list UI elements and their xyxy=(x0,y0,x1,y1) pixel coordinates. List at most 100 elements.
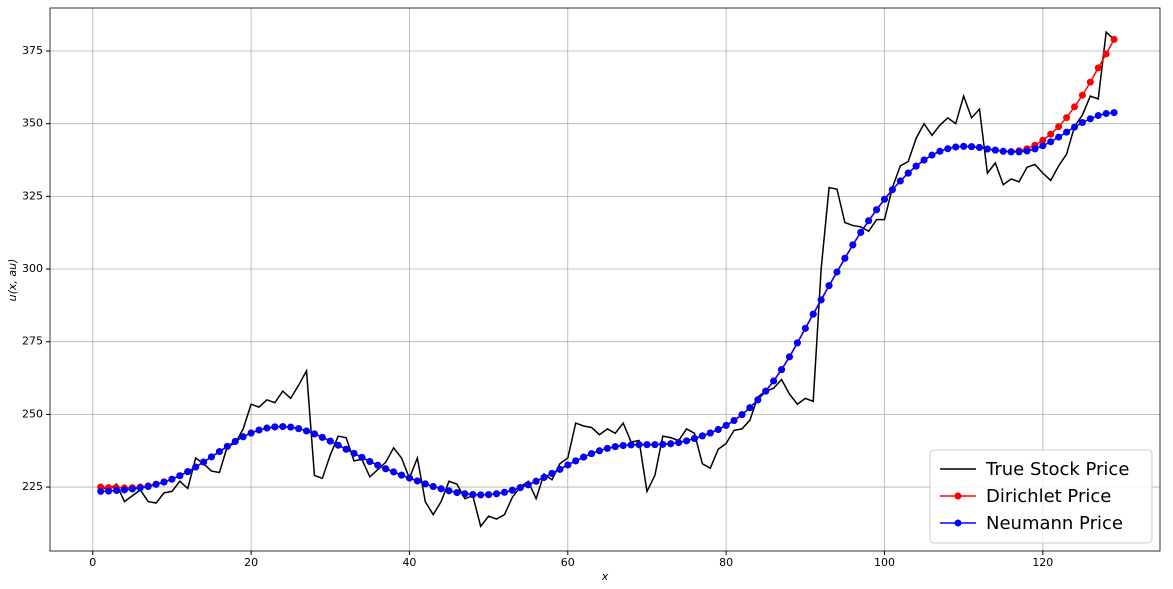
marker xyxy=(271,423,279,431)
marker xyxy=(912,162,920,170)
plot-area xyxy=(97,30,1118,528)
marker xyxy=(888,186,896,194)
marker xyxy=(358,453,366,461)
marker xyxy=(746,404,754,412)
marker xyxy=(730,416,738,424)
marker xyxy=(524,481,532,489)
marker xyxy=(97,487,105,495)
marker xyxy=(683,437,691,445)
x-tick-label: 0 xyxy=(89,556,96,569)
marker xyxy=(287,423,295,431)
marker xyxy=(667,440,675,448)
marker xyxy=(176,472,184,480)
marker xyxy=(437,485,445,493)
marker xyxy=(184,468,192,476)
marker xyxy=(208,453,216,461)
marker xyxy=(1063,128,1071,136)
marker xyxy=(880,195,888,203)
marker xyxy=(1031,145,1039,153)
marker xyxy=(659,440,667,448)
marker xyxy=(223,442,231,450)
marker xyxy=(350,449,358,457)
marker xyxy=(983,145,991,153)
marker xyxy=(152,480,160,488)
marker xyxy=(572,457,580,465)
y-axis-label: u(x, au) xyxy=(6,259,19,302)
marker xyxy=(303,427,311,435)
marker xyxy=(556,465,564,473)
marker xyxy=(865,217,873,225)
marker xyxy=(698,432,706,440)
marker xyxy=(952,143,960,151)
legend-box xyxy=(929,449,1153,544)
marker xyxy=(1039,142,1047,150)
marker xyxy=(1094,64,1102,72)
marker xyxy=(841,254,849,262)
marker xyxy=(588,450,596,458)
marker xyxy=(413,477,421,485)
plot-frame xyxy=(49,7,1161,552)
marker xyxy=(453,489,461,497)
marker xyxy=(1070,123,1078,131)
x-tick-label: 60 xyxy=(561,556,575,569)
marker xyxy=(1055,123,1063,131)
marker xyxy=(770,377,778,385)
y-tick-label: 350 xyxy=(22,117,43,130)
marker xyxy=(1039,136,1047,144)
marker xyxy=(239,433,247,441)
marker xyxy=(603,444,611,452)
marker xyxy=(113,487,121,495)
marker xyxy=(429,482,437,490)
marker xyxy=(809,310,817,318)
marker xyxy=(105,487,113,495)
marker xyxy=(762,387,770,395)
marker xyxy=(793,339,801,347)
marker xyxy=(295,425,303,433)
marker xyxy=(1047,138,1055,146)
marker xyxy=(1007,148,1015,156)
marker xyxy=(611,443,619,451)
marker xyxy=(690,435,698,443)
marker xyxy=(279,423,287,431)
marker xyxy=(738,411,746,419)
marker xyxy=(643,441,651,449)
marker xyxy=(500,488,508,496)
marker xyxy=(334,441,342,449)
marker xyxy=(706,429,714,437)
marker xyxy=(1102,50,1110,58)
marker xyxy=(968,143,976,151)
y-tick-label: 250 xyxy=(22,407,43,420)
marker xyxy=(564,461,572,469)
marker xyxy=(200,458,208,466)
marker xyxy=(342,445,350,453)
marker xyxy=(516,484,524,492)
marker xyxy=(469,491,477,499)
marker xyxy=(493,490,501,498)
marker xyxy=(1086,78,1094,86)
marker xyxy=(144,482,152,490)
y-tick-label: 300 xyxy=(22,262,43,275)
marker xyxy=(1086,115,1094,123)
marker xyxy=(366,457,374,465)
marker xyxy=(461,490,469,498)
marker xyxy=(215,448,223,456)
marker xyxy=(722,421,730,429)
marker xyxy=(778,366,786,374)
legend-label: Neumann Price xyxy=(986,513,1123,534)
marker xyxy=(445,487,453,495)
marker xyxy=(635,441,643,449)
marker xyxy=(991,146,999,154)
marker xyxy=(318,433,326,441)
marker xyxy=(532,477,540,485)
marker xyxy=(1063,114,1071,122)
marker xyxy=(540,473,548,481)
y-tick-label: 375 xyxy=(22,44,43,57)
marker xyxy=(247,429,255,437)
marker xyxy=(120,486,128,494)
series-line xyxy=(100,30,1115,528)
marker xyxy=(1023,147,1031,155)
marker xyxy=(508,486,516,494)
marker xyxy=(1078,119,1086,127)
legend-marker xyxy=(954,519,962,527)
marker xyxy=(960,142,968,150)
